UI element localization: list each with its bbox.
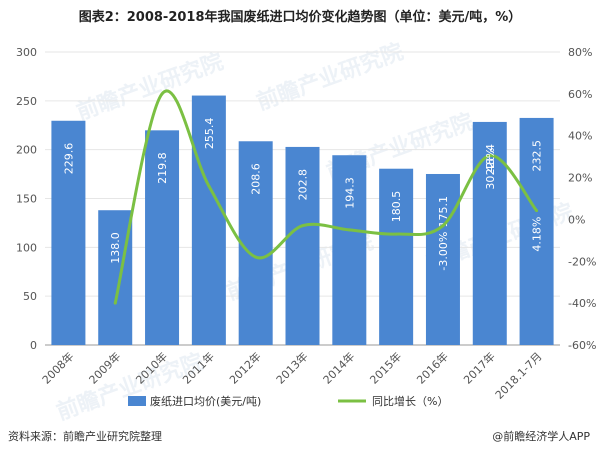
brand-credit: @前瞻经济学人APP xyxy=(492,430,590,443)
bar xyxy=(51,120,86,346)
right-axis-tick: 40% xyxy=(568,130,592,143)
bar xyxy=(379,168,414,345)
bar-value-label: 228.4 xyxy=(484,144,497,176)
bar-value-label: 208.6 xyxy=(250,163,263,195)
bar-value-label: 202.8 xyxy=(297,169,310,201)
right-axis-tick: 20% xyxy=(568,172,592,185)
x-axis-tick: 2012年 xyxy=(226,349,263,386)
right-axis-tick: -20% xyxy=(568,255,596,268)
bar-value-label: 232.5 xyxy=(531,140,544,172)
bar-value-label: 194.3 xyxy=(343,177,356,209)
growth-point xyxy=(207,184,211,188)
chart-title: 图表2：2008-2018年我国废纸进口均价变化趋势图（单位：美元/吨，%） xyxy=(78,10,522,25)
watermark-text: 前瞻产业研究院 xyxy=(253,39,407,116)
growth-point xyxy=(488,154,492,158)
bar xyxy=(98,210,133,345)
bar-value-label: 175.1 xyxy=(437,196,450,228)
growth-point-label: 4.18% xyxy=(531,217,544,252)
legend-bar-label: 废纸进口均价(美元/吨) xyxy=(150,394,261,408)
left-axis-tick: 50 xyxy=(23,290,37,303)
bar-value-label: 180.5 xyxy=(390,191,403,223)
x-axis-tick: 2015年 xyxy=(367,349,404,386)
bar xyxy=(285,146,320,345)
right-axis-tick: -40% xyxy=(568,297,596,310)
left-axis-tick: 250 xyxy=(16,95,37,108)
growth-point xyxy=(254,255,258,259)
bar xyxy=(238,141,273,345)
left-axis-tick: 100 xyxy=(16,241,37,254)
watermark-text: 前瞻产业研究院 xyxy=(53,349,207,426)
left-axis-tick: 150 xyxy=(16,193,37,206)
growth-point xyxy=(113,301,117,305)
bar xyxy=(145,130,180,345)
bar xyxy=(519,117,554,345)
x-axis-tick: 2014年 xyxy=(320,349,357,386)
growth-point xyxy=(160,92,164,96)
right-axis-tick: 0% xyxy=(568,213,585,226)
bar-value-label: 255.4 xyxy=(203,118,216,149)
growth-point xyxy=(535,209,539,213)
bar xyxy=(425,173,460,345)
right-axis-tick: 80% xyxy=(568,46,592,59)
bar-value-label: 219.8 xyxy=(156,152,169,184)
growth-point-label: 30.48% xyxy=(484,148,497,190)
growth-point xyxy=(301,224,304,228)
bar xyxy=(332,155,367,345)
source-note: 资料来源：前瞻产业研究院整理 xyxy=(8,430,162,443)
growth-point xyxy=(347,228,351,232)
growth-point xyxy=(394,232,398,236)
left-axis-tick: 0 xyxy=(30,339,37,352)
left-axis-tick: 300 xyxy=(16,46,37,59)
bar xyxy=(191,95,226,346)
x-axis-tick: 2008年 xyxy=(39,349,76,386)
x-axis-tick: 2016年 xyxy=(414,349,451,386)
right-axis-tick: 60% xyxy=(568,88,592,101)
bar-value-label: 229.6 xyxy=(62,143,75,175)
x-axis-tick: 2017年 xyxy=(460,349,497,386)
bar-value-label: 138.0 xyxy=(109,232,122,264)
legend-line-label: 同比增长（%） xyxy=(372,394,448,408)
x-axis-tick: 2018.1-7月 xyxy=(493,350,545,402)
growth-point-label: -3.00% xyxy=(437,232,450,271)
right-axis-tick: -60% xyxy=(568,339,596,352)
growth-point xyxy=(441,224,445,228)
left-axis-tick: 200 xyxy=(16,144,37,157)
legend-bar-swatch xyxy=(128,396,146,406)
x-axis-tick: 2013年 xyxy=(273,349,310,386)
